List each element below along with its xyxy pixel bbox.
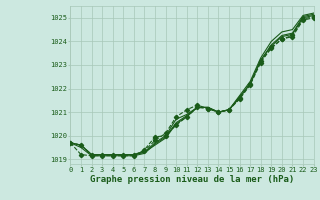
X-axis label: Graphe pression niveau de la mer (hPa): Graphe pression niveau de la mer (hPa) [90,175,294,184]
